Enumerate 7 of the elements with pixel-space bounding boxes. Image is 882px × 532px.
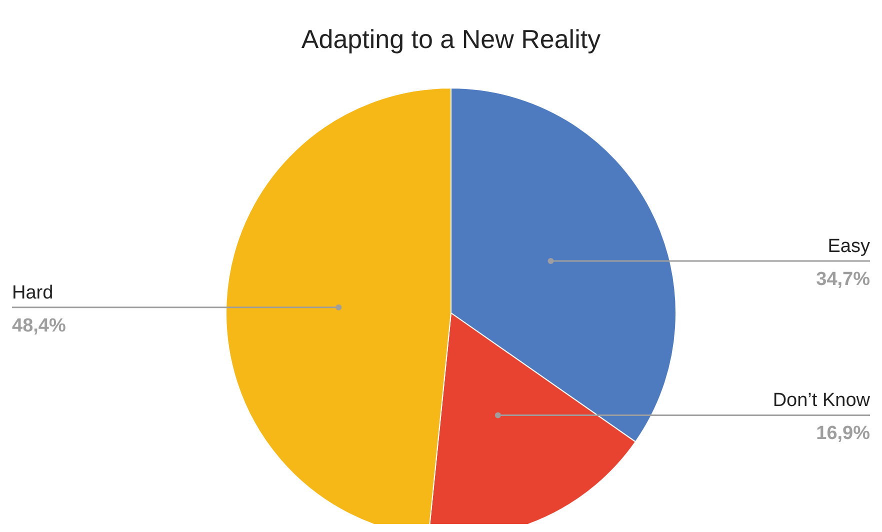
data-label: 34,7% (816, 268, 870, 290)
slice-label: Easy (828, 236, 870, 257)
chart-title: Adapting to a New Reality (301, 24, 601, 54)
data-label: 16,9% (816, 423, 870, 444)
slice-label: Hard (12, 282, 54, 304)
slice-label: Don’t Know (772, 390, 870, 412)
data-label: 48,4% (12, 315, 66, 336)
